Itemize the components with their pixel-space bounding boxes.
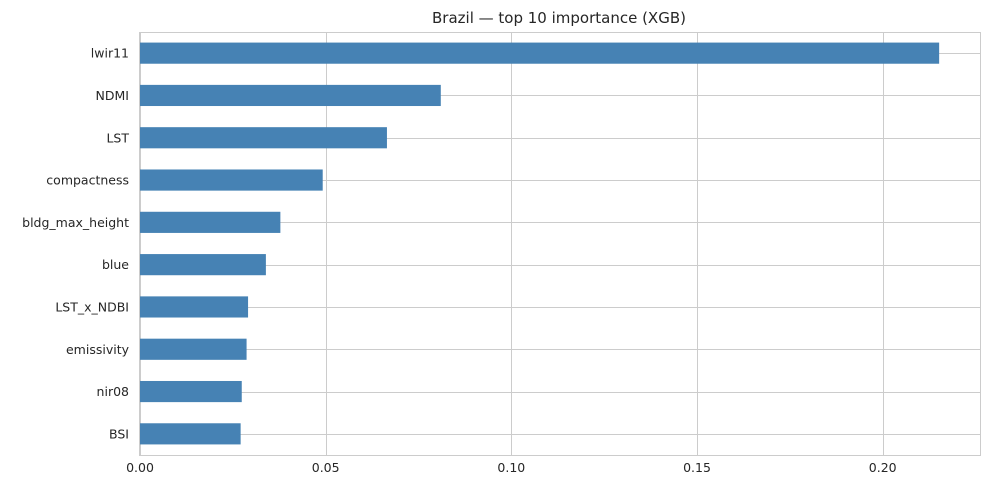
- x-tick-label: 0.15: [683, 460, 711, 475]
- bar: [140, 254, 266, 276]
- x-tick-label: 0.10: [497, 460, 525, 475]
- bar: [140, 169, 323, 191]
- bar: [140, 296, 249, 318]
- bar: [140, 42, 940, 64]
- bar: [140, 211, 281, 233]
- x-tick-label: 0.00: [126, 460, 154, 475]
- bars: [140, 42, 940, 445]
- bar: [140, 380, 242, 403]
- y-tick-label: blue: [102, 257, 129, 272]
- y-tick-label: lwir11: [91, 46, 129, 61]
- x-tick-label: 0.05: [312, 460, 340, 475]
- x-axis-labels: 0.00 0.05 0.10 0.15 0.20: [126, 460, 897, 475]
- y-tick-label: LST: [106, 130, 129, 145]
- bar: [140, 338, 247, 360]
- y-tick-label: nir08: [97, 384, 129, 399]
- chart-title: Brazil — top 10 importance (XGB): [432, 9, 686, 27]
- y-tick-label: compactness: [46, 173, 129, 188]
- bar: [140, 127, 387, 149]
- y-tick-label: emissivity: [66, 342, 130, 357]
- y-tick-label: LST_x_NDBI: [55, 299, 129, 314]
- y-tick-label: NDMI: [96, 88, 129, 103]
- plot-frame: [139, 32, 981, 456]
- y-tick-label: BSI: [109, 426, 129, 441]
- bar: [140, 84, 441, 107]
- bar: [140, 423, 241, 445]
- y-tick-label: bldg_max_height: [22, 215, 129, 230]
- y-axis-labels: lwir11 NDMI LST compactness bldg_max_heightb…: [22, 46, 129, 442]
- x-tick-label: 0.20: [869, 460, 897, 475]
